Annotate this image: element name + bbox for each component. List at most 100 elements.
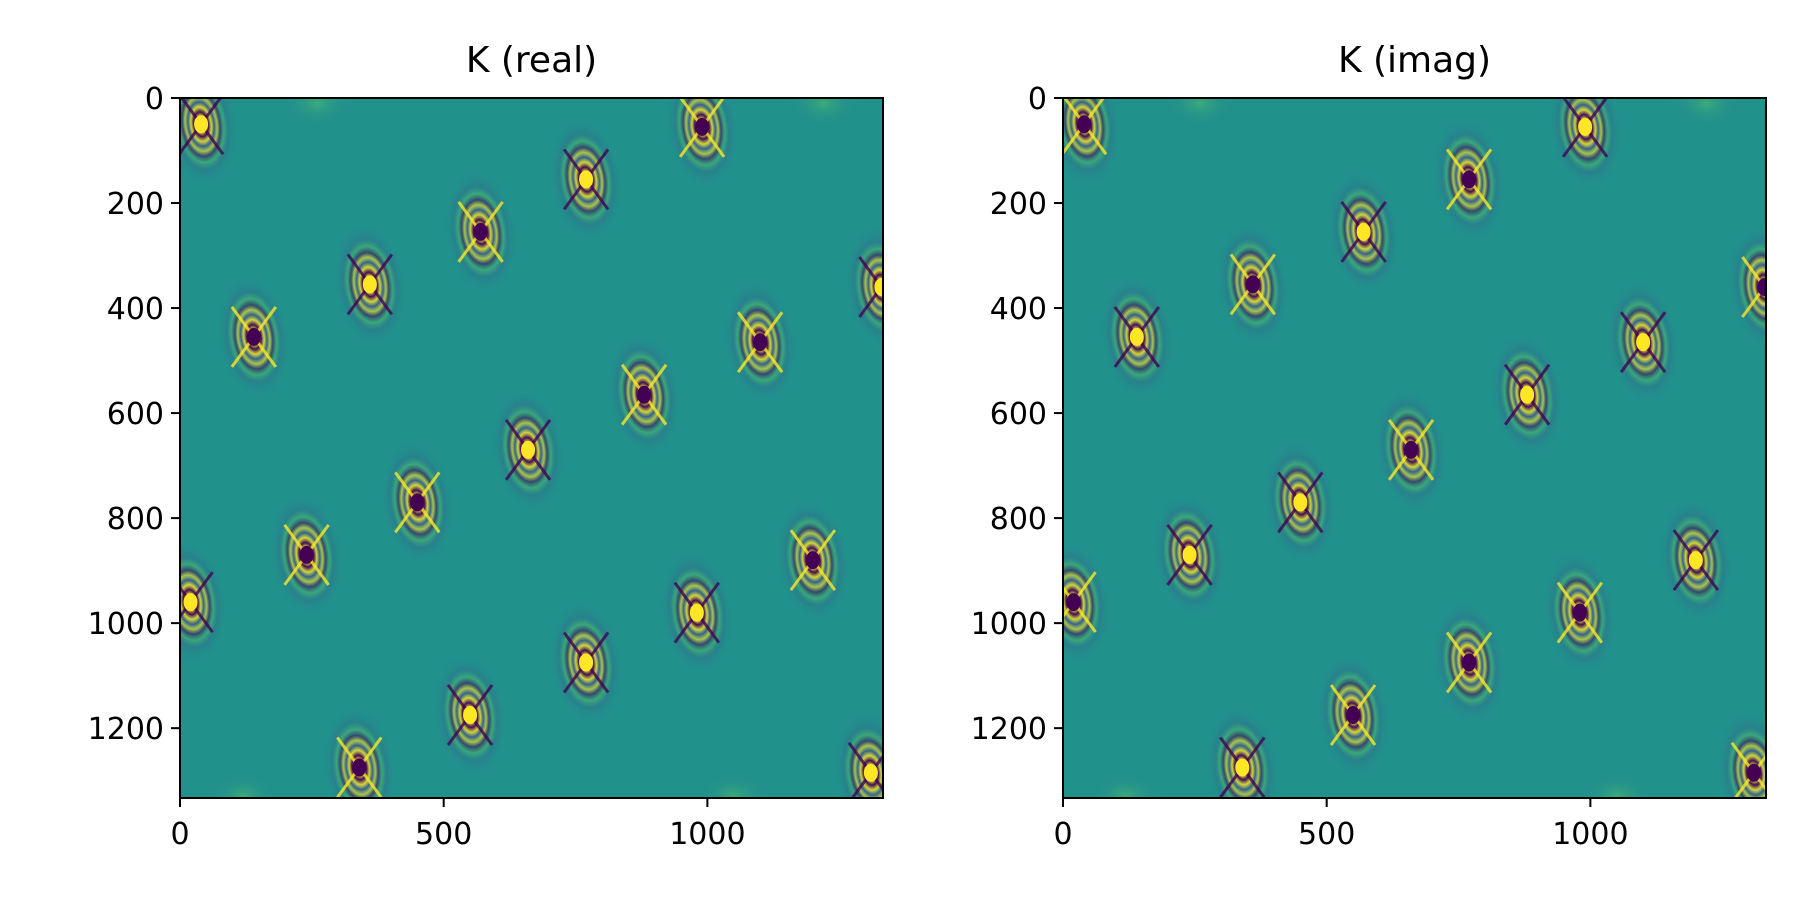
fringe-center xyxy=(1293,493,1308,512)
fringe-center xyxy=(463,706,478,725)
fringe-feature xyxy=(380,440,455,564)
fringe-feature xyxy=(211,774,276,798)
fringe-feature xyxy=(1548,98,1622,189)
y-tick-label: 200 xyxy=(107,187,164,222)
fringe-feature xyxy=(285,98,350,126)
fringe-center xyxy=(1066,593,1081,612)
axes-frame xyxy=(1062,97,1767,799)
y-tick-label: 0 xyxy=(1028,82,1047,117)
fringe-feature xyxy=(333,222,407,347)
chart-title: K (real) xyxy=(466,40,597,81)
fringe-center xyxy=(695,117,710,136)
heatmap-panel-1: K (real) 0 200 400 600 800 1000 1200 0 500 1000 xyxy=(88,40,884,852)
y-tick-label: 200 xyxy=(990,187,1047,222)
fringe-feature xyxy=(217,275,291,399)
heatmap-panel-2: K (imag) 0 200 400 600 800 1000 1200 0 500 1000 xyxy=(971,40,1767,852)
fringe-feature xyxy=(180,540,228,664)
fringe-faint xyxy=(701,774,766,798)
fringe-feature xyxy=(269,493,344,617)
fringe-feature xyxy=(1063,98,1121,186)
x-tick-label: 0 xyxy=(1053,817,1072,852)
heatmap-features xyxy=(1063,98,1766,798)
fringe-feature xyxy=(723,280,797,404)
fringe-feature xyxy=(1316,653,1390,777)
fringe-feature xyxy=(1326,170,1401,294)
fringe-faint xyxy=(1674,98,1739,126)
fringe-center xyxy=(689,603,704,622)
fringe-feature xyxy=(1674,98,1739,126)
fringe-feature xyxy=(1727,225,1766,349)
fringe-center xyxy=(194,115,209,134)
fringe-feature xyxy=(665,98,739,189)
fringe-feature xyxy=(844,225,883,349)
fringe-feature xyxy=(834,711,883,798)
fringe-center xyxy=(1688,551,1703,570)
fringe-center xyxy=(1757,278,1766,297)
fringe-center xyxy=(805,551,820,570)
fringe-feature xyxy=(433,653,507,777)
fringe-center xyxy=(183,593,198,612)
x-tick-label: 500 xyxy=(415,817,472,852)
fringe-feature xyxy=(322,705,396,798)
fringe-feature xyxy=(1205,705,1279,798)
fringe-center xyxy=(1129,327,1144,346)
fringe-feature xyxy=(549,600,623,725)
y-tick-label: 400 xyxy=(990,292,1047,327)
fringe-faint xyxy=(1168,98,1233,126)
heatmap-features xyxy=(180,98,883,798)
y-tick-label: 800 xyxy=(990,502,1047,537)
fringe-feature xyxy=(1490,333,1564,457)
fringe-feature xyxy=(491,388,565,512)
fringe-feature xyxy=(1263,440,1338,564)
fringe-feature xyxy=(549,117,623,241)
fringe-center xyxy=(1462,170,1477,189)
fringe-feature xyxy=(1216,222,1290,347)
fringe-center xyxy=(352,758,367,777)
fringe-center xyxy=(1346,706,1361,725)
fringe-feature xyxy=(1374,388,1448,512)
fringe-feature xyxy=(1063,540,1111,664)
fringe-feature xyxy=(1100,275,1174,399)
y-tick-label: 600 xyxy=(990,397,1047,432)
fringe-center xyxy=(362,275,377,294)
fringe-feature xyxy=(180,98,238,186)
fringe-center xyxy=(753,333,768,352)
fringe-feature xyxy=(1717,711,1766,798)
fringe-center xyxy=(1746,763,1761,782)
fringe-feature xyxy=(443,170,518,294)
fringe-feature xyxy=(1584,774,1649,798)
x-tick-label: 1000 xyxy=(1552,817,1628,852)
fringe-faint xyxy=(211,774,276,798)
y-tick-label: 800 xyxy=(107,502,164,537)
fringe-feature xyxy=(660,551,734,675)
fringe-faint xyxy=(285,98,350,126)
y-tick-label: 1000 xyxy=(971,607,1047,642)
fringe-faint xyxy=(791,98,856,126)
fringe-feature xyxy=(791,98,856,126)
y-tick-label: 0 xyxy=(145,82,164,117)
fringe-center xyxy=(1520,385,1535,404)
y-tick-label: 1200 xyxy=(971,712,1047,747)
fringe-feature xyxy=(1094,774,1159,798)
x-tick-label: 500 xyxy=(1298,817,1355,852)
fringe-center xyxy=(637,385,652,404)
fringe-center xyxy=(1572,603,1587,622)
fringe-feature xyxy=(1432,600,1506,725)
fringe-feature xyxy=(1606,280,1680,404)
fringe-center xyxy=(1404,440,1419,459)
fringe-feature xyxy=(607,333,681,457)
fringe-center xyxy=(299,545,314,564)
fringe-center xyxy=(863,763,878,782)
fringe-center xyxy=(874,278,883,297)
fringe-center xyxy=(579,170,594,189)
fringe-center xyxy=(1077,115,1092,134)
fringe-center xyxy=(521,440,536,459)
fringe-center xyxy=(1245,275,1260,294)
y-tick-label: 600 xyxy=(107,397,164,432)
fringe-faint xyxy=(1584,774,1649,798)
fringe-feature xyxy=(1152,493,1227,617)
fringe-center xyxy=(1462,653,1477,672)
fringe-feature xyxy=(776,498,850,622)
fringe-feature xyxy=(1432,117,1506,241)
